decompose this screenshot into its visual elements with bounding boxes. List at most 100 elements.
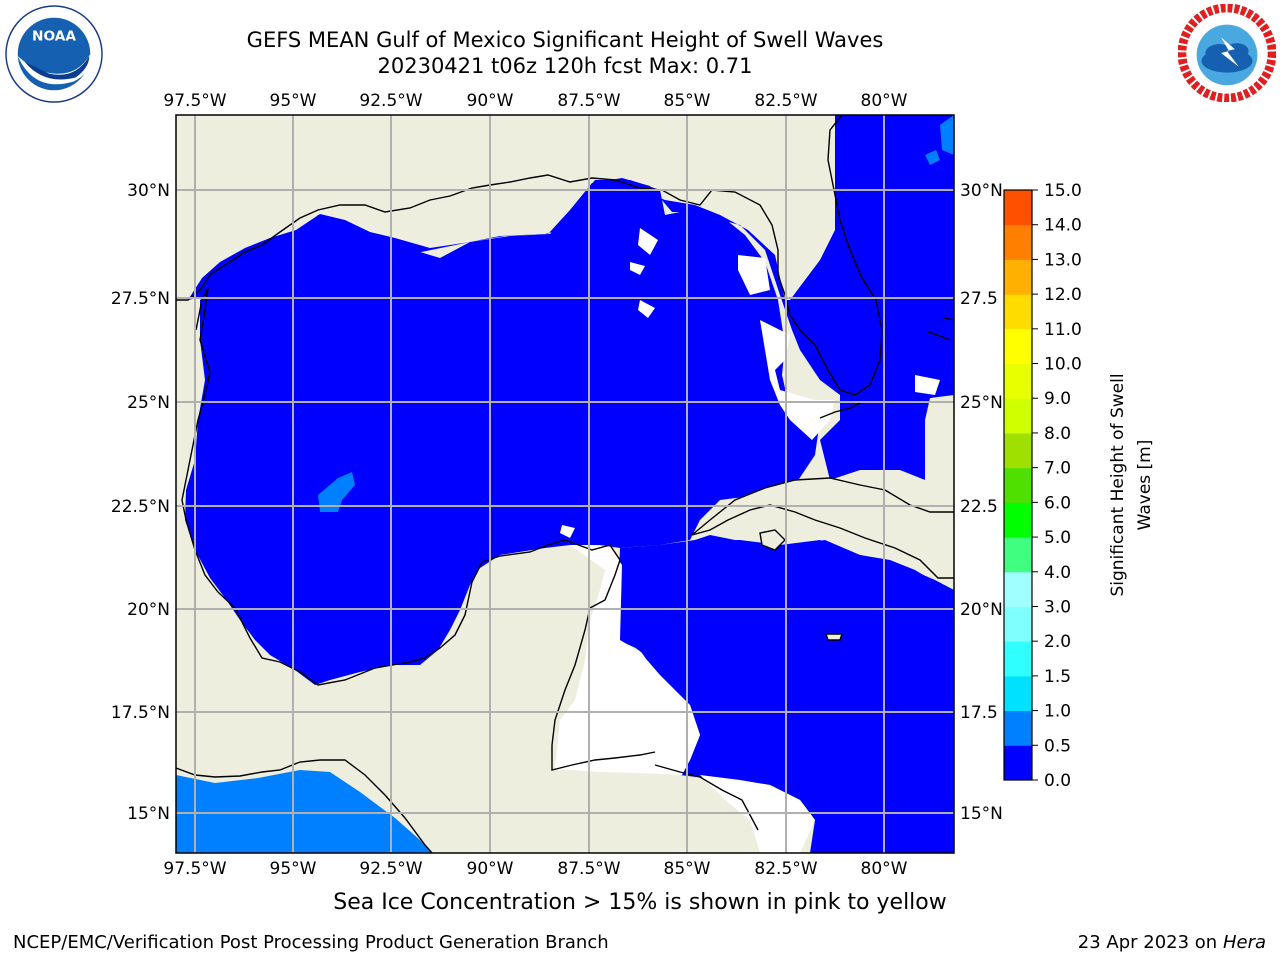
lon-tick-label-top: 82.5°W <box>754 91 817 111</box>
lon-tick-label-top: 97.5°W <box>163 91 226 111</box>
no-data-region <box>555 545 700 775</box>
colorbar-segment <box>1004 294 1032 330</box>
honduras-coastline <box>654 764 759 831</box>
gulf-main-ocean <box>185 180 820 685</box>
left-latitude-labels: 30°N 27.5°N 25°N 22.5°N 20°N 17.5°N 15°N <box>111 181 170 824</box>
colorbar-frame <box>1003 189 1033 781</box>
colorbar-segment <box>1004 571 1032 607</box>
bahamas-coastline <box>927 317 954 341</box>
no-data-region <box>760 320 835 440</box>
swell-0p5-1m-patch <box>925 150 940 165</box>
colorbar-tick-label: 9.0 <box>1044 389 1071 409</box>
colorbar-segment <box>1004 502 1032 538</box>
lon-tick-label-bottom: 80°W <box>861 859 908 879</box>
lon-tick-label-bottom: 92.5°W <box>359 859 422 879</box>
lat-tick-label-left: 17.5°N <box>111 703 170 723</box>
colorbar-segment <box>1004 398 1032 434</box>
colorbar-tick-label: 10.0 <box>1044 355 1082 375</box>
colorbar-segment <box>1004 641 1032 677</box>
swell-0p5-1m-patch <box>318 472 355 512</box>
colorbar-tick-label: 6.0 <box>1044 493 1071 513</box>
colorbar-segment <box>1004 259 1032 295</box>
colorbar-ticks: 0.0 0.5 1.0 1.5 2.0 3.0 4.0 5.0 6.0 7.0 8.0 9.0 10.0… <box>1032 181 1082 791</box>
colorbar-segment <box>1004 328 1032 365</box>
cuba-land <box>692 478 954 578</box>
lat-tick-label-right: 20°N <box>960 600 1003 620</box>
colorbar-segment <box>1004 467 1032 503</box>
top-longitude-labels: 97.5°W 95°W 92.5°W 90°W 87.5°W 85°W 82.5°W 80°W <box>163 91 907 111</box>
jamaica-land <box>826 634 842 640</box>
sea-ice-note: Sea Ice Concentration > 15% is shown in … <box>333 890 947 915</box>
lon-tick-label-bottom: 82.5°W <box>754 859 817 879</box>
colorbar-tick-label: 15.0 <box>1044 181 1082 201</box>
texas-lagoon-coastline <box>181 287 656 771</box>
colorbar-tick-label: 1.5 <box>1044 667 1071 687</box>
colorbar-segment <box>1004 432 1032 469</box>
lat-tick-label-right: 27.5 <box>960 289 998 309</box>
gridlines <box>176 115 954 853</box>
map-area <box>176 115 954 853</box>
lon-tick-label-bottom: 95°W <box>270 859 317 879</box>
colorbar-tick-label: 13.0 <box>1044 250 1082 270</box>
colorbar-title-line2: Waves [m] <box>1135 440 1155 531</box>
colorbar-tick-label: 7.0 <box>1044 459 1071 479</box>
colorbar-title-line1: Significant Height of Swell <box>1108 373 1128 596</box>
noaa-logo-icon: NOAA <box>5 5 103 103</box>
swell-0p5-1m-patch <box>940 115 954 155</box>
colorbar-segment <box>1004 745 1032 781</box>
lon-tick-label-top: 92.5°W <box>359 91 422 111</box>
colorbar-segment <box>1004 363 1032 399</box>
map-frame <box>175 114 955 854</box>
colorbar-tick-label: 0.5 <box>1044 736 1071 756</box>
colorbar-tick-label: 5.0 <box>1044 528 1071 548</box>
lon-tick-label-bottom: 85°W <box>664 859 711 879</box>
lon-tick-label-bottom: 87.5°W <box>557 859 620 879</box>
lat-tick-label-left: 25°N <box>127 393 170 413</box>
lat-tick-label-right: 30°N <box>960 181 1003 201</box>
noaa-logo-text: NOAA <box>32 28 76 44</box>
colorbar-tick-label: 14.0 <box>1044 216 1082 236</box>
lat-tick-label-left: 30°N <box>127 181 170 201</box>
colorbar-tick-label: 1.0 <box>1044 702 1071 722</box>
no-data-region <box>560 525 575 538</box>
colorbar-segment <box>1004 710 1032 746</box>
colorbar-tick-label: 0.0 <box>1044 771 1071 791</box>
no-data-region <box>915 375 940 395</box>
right-latitude-labels: 30°N 27.5 25°N 22.5 20°N 17.5 15°N <box>960 181 1003 824</box>
run-date-prefix: 23 Apr 2023 on <box>1077 932 1223 953</box>
lat-tick-label-left: 22.5°N <box>111 497 170 517</box>
colorbar-segment <box>1004 224 1032 260</box>
no-data-region <box>630 262 645 275</box>
lon-tick-label-top: 90°W <box>467 91 514 111</box>
colorbar-segment <box>1004 606 1032 642</box>
pacific-swell-region <box>176 770 432 853</box>
lat-tick-label-right: 22.5 <box>960 497 998 517</box>
chart-title: GEFS MEAN Gulf of Mexico Significant Hei… <box>246 28 884 52</box>
lon-tick-label-bottom: 90°W <box>467 859 514 879</box>
isla-de-la-juventud-land <box>760 530 785 550</box>
lat-tick-label-left: 15°N <box>127 804 170 824</box>
bottom-longitude-labels: 97.5°W 95°W 92.5°W 90°W 87.5°W 85°W 82.5°W 80°W <box>163 859 907 879</box>
colorbar <box>1003 189 1033 781</box>
colorbar-segment <box>1004 190 1032 226</box>
colorbar-tick-label: 3.0 <box>1044 597 1071 617</box>
lon-tick-label-top: 95°W <box>270 91 317 111</box>
jamaica-coastline <box>825 633 843 641</box>
no-data-region <box>638 228 658 255</box>
lat-tick-label-left: 27.5°N <box>111 289 170 309</box>
credit-text: NCEP/EMC/Verification Post Processing Pr… <box>13 932 609 953</box>
florida-keys-coastline <box>819 401 863 419</box>
lon-tick-label-top: 80°W <box>861 91 908 111</box>
no-data-region <box>638 300 655 318</box>
run-date-text: 23 Apr 2023 on Hera <box>1078 932 1266 953</box>
colorbar-tick-label: 2.0 <box>1044 632 1071 652</box>
colorbar-tick-label: 11.0 <box>1044 320 1082 340</box>
lat-tick-label-right: 25°N <box>960 393 1003 413</box>
lat-tick-label-right: 17.5 <box>960 703 998 723</box>
lon-tick-label-bottom: 97.5°W <box>163 859 226 879</box>
lat-tick-label-left: 20°N <box>127 600 170 620</box>
lat-tick-label-right: 15°N <box>960 804 1003 824</box>
no-data-region <box>738 255 770 295</box>
colorbar-segment <box>1004 675 1032 712</box>
